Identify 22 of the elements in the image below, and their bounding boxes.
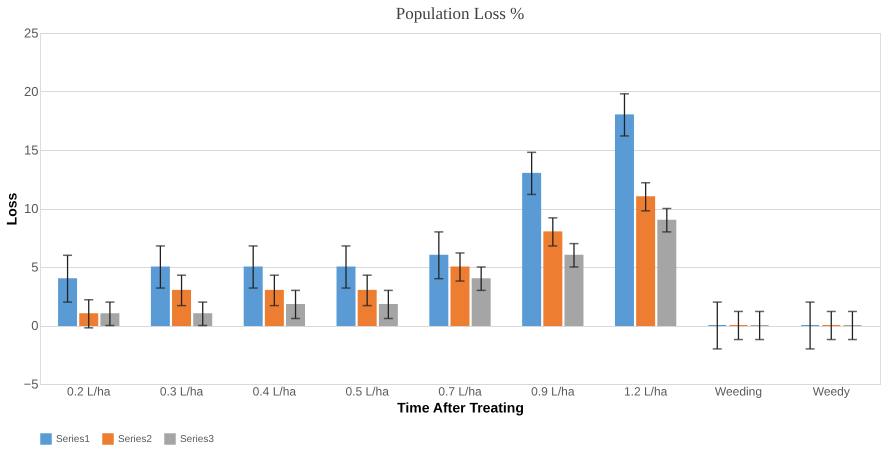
y-axis-title: Loss [4, 192, 20, 226]
legend-label: Series3 [180, 434, 214, 445]
x-tick-label: 1.2 L/ha [624, 384, 668, 398]
x-tick-label: Weedy [812, 384, 850, 398]
y-tick-label: 0 [31, 318, 38, 333]
legend-label: Series2 [118, 434, 152, 445]
x-tick-label: 0.9 L/ha [531, 384, 575, 398]
x-tick-label: 0.4 L/ha [252, 384, 296, 398]
x-tick-label: Weeding [714, 384, 762, 398]
legend-label: Series1 [56, 434, 90, 445]
y-tick-label: 15 [24, 142, 38, 158]
chart-title: Population Loss % [396, 4, 524, 23]
y-tick-label: 5 [31, 260, 38, 274]
x-tick-label: 0.3 L/ha [160, 384, 204, 398]
y-tick-label: −5 [24, 376, 38, 392]
x-tick-label: 0.5 L/ha [345, 384, 390, 398]
x-axis-title: Time After Treating [397, 400, 524, 416]
x-tick-label: 0.7 L/ha [438, 384, 482, 398]
x-tick-label: 0.2 L/ha [67, 384, 111, 398]
y-tick-label: 20 [24, 84, 38, 99]
y-tick-label: 10 [24, 201, 38, 216]
y-tick-label: 25 [24, 26, 38, 40]
